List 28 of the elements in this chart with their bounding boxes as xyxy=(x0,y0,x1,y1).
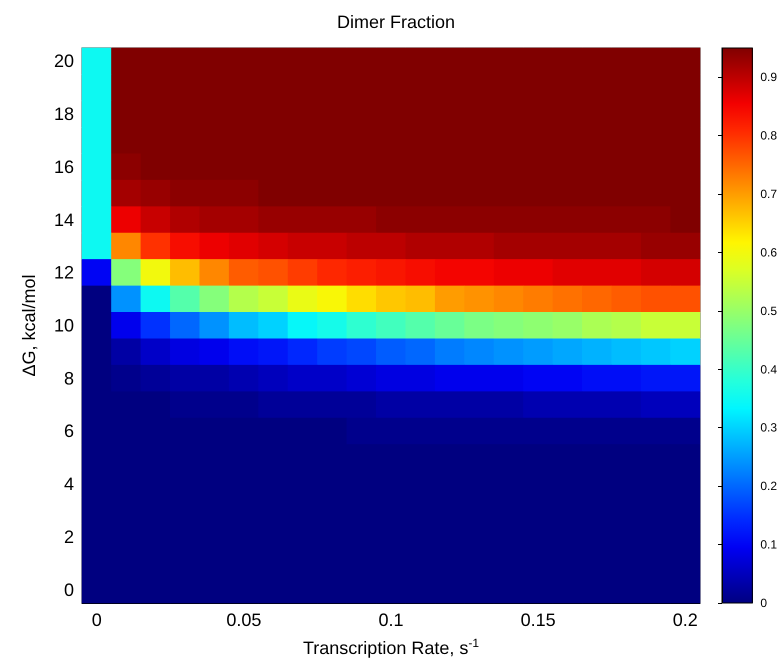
x-tick-label: 0.05 xyxy=(226,610,262,630)
y-tick-label: 4 xyxy=(64,474,74,494)
x-tick-label: 0.15 xyxy=(520,610,556,630)
color-bar-label: 0.7 xyxy=(760,187,778,202)
color-bar-label: 0.9 xyxy=(760,70,778,84)
y-tick-label: 0 xyxy=(64,580,74,600)
color-bar-label: 0.8 xyxy=(760,128,778,143)
x-tick-label: 0.2 xyxy=(672,610,698,630)
color-bar-label: 0.4 xyxy=(760,362,778,376)
y-tick-label: 6 xyxy=(64,421,74,442)
y-tick-label: 14 xyxy=(54,210,74,230)
y-tick-label: 8 xyxy=(64,368,74,388)
color-bar-label: 0.2 xyxy=(760,479,778,494)
y-tick-label: 16 xyxy=(54,156,74,177)
y-tick-label: 18 xyxy=(54,104,74,124)
x-tick-label: 0.1 xyxy=(378,610,404,630)
color-bar-label: 0.6 xyxy=(760,245,778,260)
color-bar-label: 0.1 xyxy=(760,538,778,552)
color-bar-label: 0.5 xyxy=(760,304,778,318)
color-bar-label: 0.3 xyxy=(760,420,778,435)
y-tick-label: 10 xyxy=(54,316,74,336)
y-tick-label: 2 xyxy=(64,526,74,547)
y-tick-label: 12 xyxy=(54,262,74,283)
x-tick-label: 0 xyxy=(92,610,102,630)
color-bar-label: 0 xyxy=(760,596,768,610)
y-axis-title: ΔG, kcal/mol xyxy=(19,274,39,377)
y-tick-label: 20 xyxy=(54,51,74,72)
chart-title: Dimer Fraction xyxy=(336,12,456,32)
